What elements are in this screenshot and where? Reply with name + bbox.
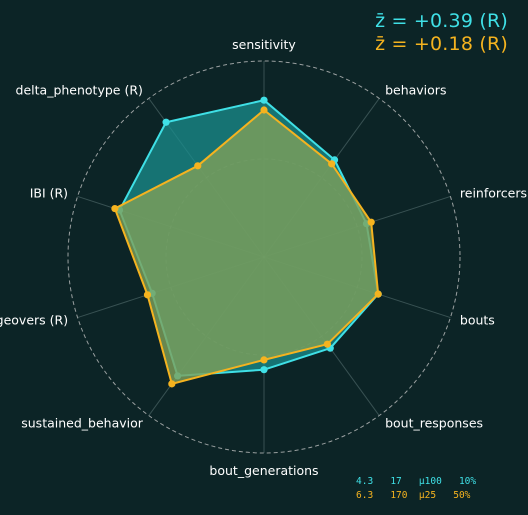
axis-label: bout_generations (209, 463, 318, 478)
axis-label: delta_phenotype (R) (16, 82, 143, 97)
axis-label: changeovers (R) (0, 313, 68, 328)
axis-label: sensitivity (232, 37, 296, 52)
series-2-point (367, 218, 375, 226)
series-2-point (168, 380, 176, 388)
axis-label: reinforcers (460, 185, 527, 200)
series-1-point (162, 118, 170, 126)
outer-ring (67, 60, 461, 454)
series-2-point (111, 204, 119, 213)
series-2-point (260, 106, 268, 114)
series-1-point (260, 366, 268, 374)
axis-label: bouts (460, 313, 495, 328)
series-2-point (143, 291, 152, 299)
series-2-point (328, 160, 336, 168)
axis-label: IBI (R) (30, 185, 68, 200)
series-layer (111, 96, 382, 388)
series-2-score: z̄ = +0.18 (R) (375, 33, 508, 55)
axis-label: bout_responses (385, 416, 483, 431)
series-2-point (323, 340, 331, 348)
series-1-params: 4.3 17 µ100 10% (356, 476, 477, 487)
series-2-point (260, 356, 268, 364)
axis-labels: sensitivity behaviors reinforcers bouts bout… (0, 37, 527, 478)
series-1-point (260, 96, 268, 104)
series-2-point (374, 290, 382, 298)
axis-label: sustained_behavior (21, 416, 144, 431)
series-2-point (194, 162, 202, 170)
series-1-score: z̄ = +0.39 (R) (375, 10, 508, 32)
series-2-params: 6.3 170 µ25 50% (356, 490, 471, 501)
axis-label: behaviors (385, 82, 446, 97)
